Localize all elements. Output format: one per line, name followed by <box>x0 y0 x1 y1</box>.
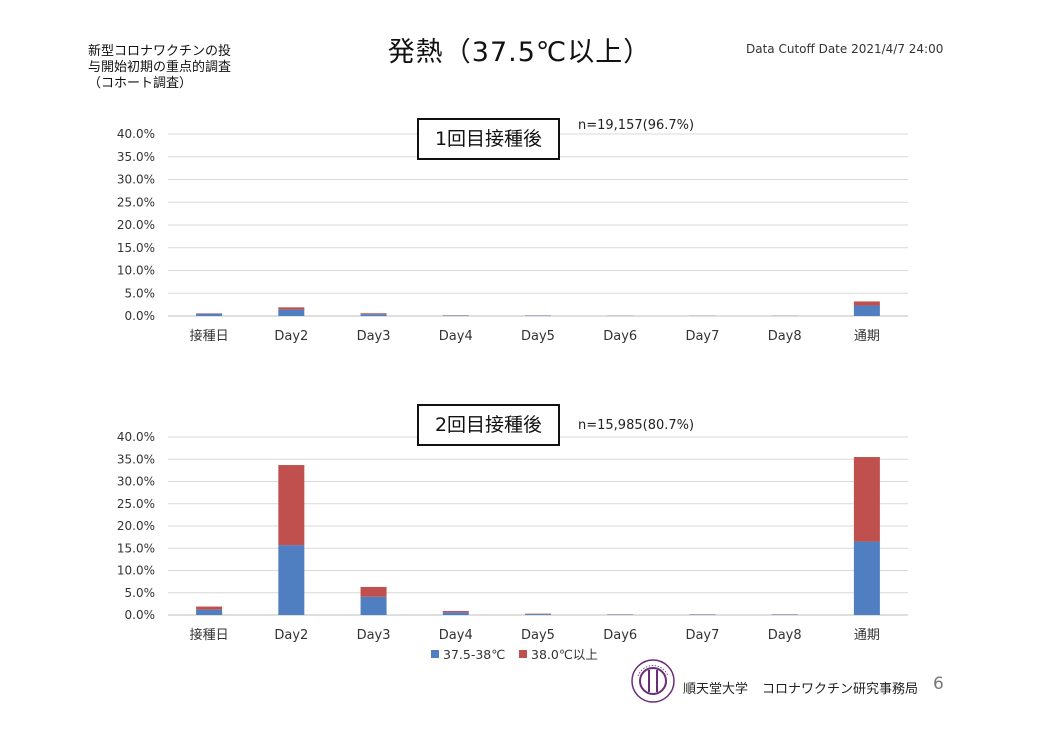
y-tick-label-0-6: 10.0% <box>117 264 155 278</box>
survey-note-line-1: 新型コロナワクチンの投 <box>88 44 232 59</box>
x-tick-label-0-3: Day4 <box>439 329 473 344</box>
bar-0-low-fever-2 <box>360 314 387 316</box>
x-tick-label-1-8: 通期 <box>854 628 880 643</box>
bar-0-high-fever-8 <box>853 301 880 306</box>
panel-label-first-dose: 1回目接種後 <box>417 118 560 160</box>
x-tick-label-1-1: Day2 <box>274 628 308 643</box>
data-cutoff-date: Data Cutoff Date 2021/4/7 24:00 <box>746 42 944 56</box>
x-tick-label-0-4: Day5 <box>521 329 555 344</box>
bar-0-low-fever-0 <box>196 313 223 316</box>
y-tick-label-0-4: 20.0% <box>117 218 155 232</box>
y-tick-label-1-3: 25.0% <box>117 497 155 511</box>
x-tick-label-1-0: 接種日 <box>190 627 229 643</box>
x-tick-label-0-7: Day8 <box>768 329 802 344</box>
survey-note-line-2: 与開始初期の重点的調査 <box>88 60 232 75</box>
survey-note: 新型コロナワクチンの投 与開始初期の重点的調査 （コホート調査） <box>88 44 231 92</box>
x-tick-label-1-4: Day5 <box>521 628 555 643</box>
legend-swatch-0 <box>431 650 439 658</box>
bar-1-high-fever-3 <box>442 610 469 613</box>
y-tick-label-0-2: 30.0% <box>117 173 155 187</box>
bar-1-low-fever-2 <box>360 596 387 615</box>
bar-0-high-fever-1 <box>278 307 305 310</box>
bar-0-high-fever-2 <box>360 313 387 315</box>
x-tick-label-0-5: Day6 <box>603 329 637 344</box>
y-tick-label-1-1: 35.0% <box>117 452 155 466</box>
y-tick-label-0-0: 40.0% <box>117 127 155 141</box>
bar-1-high-fever-8 <box>853 457 880 542</box>
bar-1-low-fever-4 <box>525 614 551 615</box>
y-tick-label-1-4: 20.0% <box>117 519 155 533</box>
y-tick-label-0-8: 0.0% <box>125 309 156 323</box>
bar-1-high-fever-1 <box>278 465 305 546</box>
sample-size-second-dose: n=15,985(80.7%) <box>578 418 695 433</box>
y-tick-label-1-8: 0.0% <box>125 608 156 622</box>
legend-swatch-1 <box>519 650 527 658</box>
bar-0-low-fever-1 <box>278 309 305 316</box>
bar-1-high-fever-2 <box>360 586 387 597</box>
panel-label-second-dose: 2回目接種後 <box>417 404 560 446</box>
x-tick-label-0-8: 通期 <box>854 329 880 344</box>
page-title: 発熱（37.5℃以上） <box>387 37 652 68</box>
bar-0-low-fever-8 <box>853 305 880 316</box>
y-tick-label-0-1: 35.0% <box>117 150 155 164</box>
footer-department: コロナワクチン研究事務局 <box>762 682 919 697</box>
survey-note-line-3: （コホート調査） <box>88 76 193 91</box>
bar-1-high-fever-0 <box>196 606 223 610</box>
y-tick-label-0-3: 25.0% <box>117 195 155 209</box>
footer-university: 順天堂大学 <box>683 682 749 697</box>
legend-label-0: 37.5-38℃ <box>443 647 505 662</box>
bar-1-low-fever-0 <box>196 609 223 615</box>
bar-1-low-fever-1 <box>278 545 305 615</box>
y-tick-label-1-5: 15.0% <box>117 541 155 555</box>
y-tick-label-0-5: 15.0% <box>117 241 155 255</box>
x-tick-label-0-6: Day7 <box>685 329 719 344</box>
bar-1-low-fever-3 <box>442 612 469 615</box>
x-tick-label-1-7: Day8 <box>768 628 802 643</box>
page-number: 6 <box>933 674 944 694</box>
university-seal-icon <box>631 659 675 703</box>
x-tick-label-1-6: Day7 <box>685 628 719 643</box>
x-tick-label-1-5: Day6 <box>603 628 637 643</box>
bar-1-low-fever-8 <box>853 541 880 615</box>
x-tick-label-0-0: 接種日 <box>190 328 229 344</box>
x-tick-label-1-3: Day4 <box>439 628 473 643</box>
sample-size-first-dose: n=19,157(96.7%) <box>578 118 695 133</box>
y-tick-label-1-6: 10.0% <box>117 564 155 578</box>
y-tick-label-0-7: 5.0% <box>125 286 156 300</box>
x-tick-label-0-2: Day3 <box>357 329 391 344</box>
y-tick-label-1-7: 5.0% <box>125 586 156 600</box>
y-tick-label-1-2: 30.0% <box>117 475 155 489</box>
x-tick-label-1-2: Day3 <box>357 628 391 643</box>
y-tick-label-1-0: 40.0% <box>117 430 155 444</box>
x-tick-label-0-1: Day2 <box>274 329 308 344</box>
legend-label-1: 38.0℃以上 <box>531 647 598 662</box>
